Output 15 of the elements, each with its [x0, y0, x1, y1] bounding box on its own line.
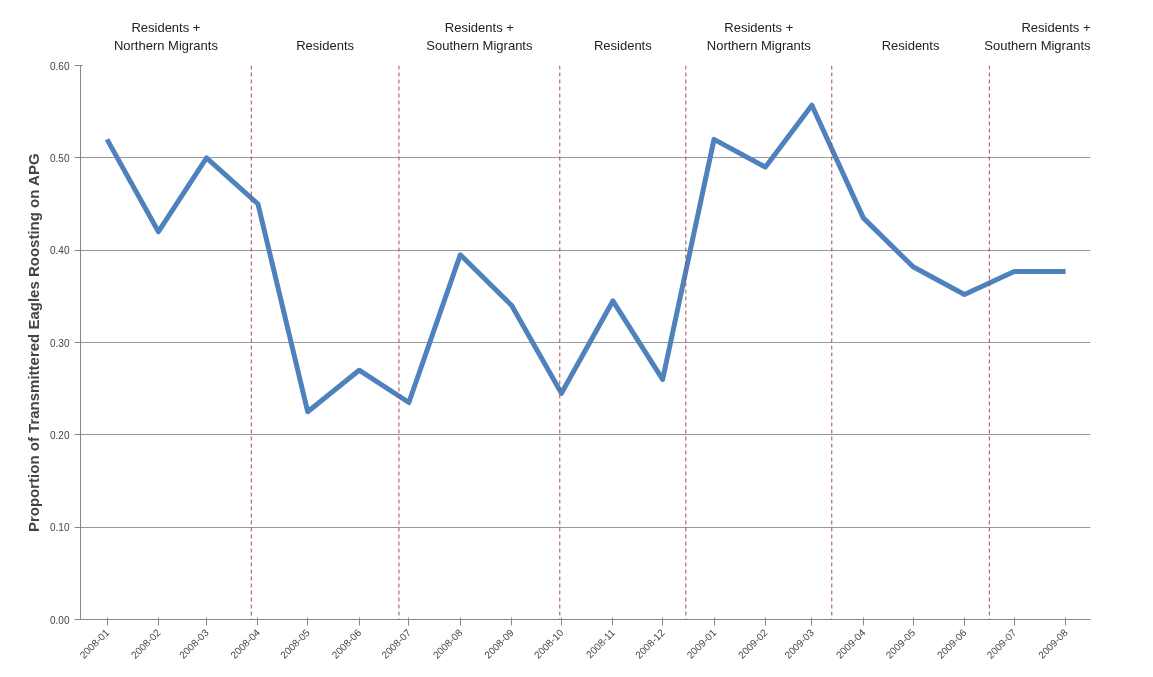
y-tick-label: 0.10 [50, 522, 70, 534]
y-tick-label: 0.20 [50, 429, 70, 441]
text: Residents [881, 37, 940, 53]
y-axis-title: Proportion of Transmittered Eagles Roosting on APG [25, 153, 43, 533]
text: Residents + Southern Migrants [426, 19, 533, 53]
y-tick-label: 0.00 [50, 614, 70, 626]
text: Residents + Southern Migrants [984, 19, 1091, 53]
text: Residents [296, 37, 355, 53]
y-tick-label: 0.60 [50, 60, 70, 72]
text: Residents [593, 37, 653, 53]
y-tick-label: 0.30 [50, 337, 70, 349]
y-tick-label: 0.40 [50, 245, 70, 257]
text: Residents + Northern Migrants [706, 19, 812, 53]
y-tick-label: 0.50 [50, 152, 70, 164]
text: Residents + Northern Migrants [113, 19, 219, 53]
